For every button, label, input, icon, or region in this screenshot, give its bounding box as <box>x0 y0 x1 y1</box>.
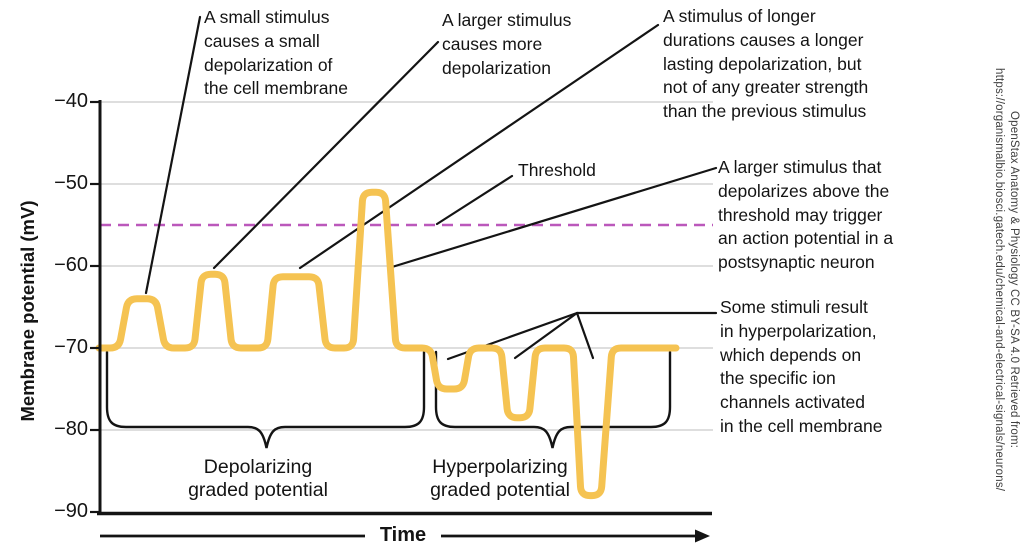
annotation-larger-stimulus: A larger stimulus causes more depolariza… <box>442 10 572 78</box>
time-axis-arrow <box>100 529 710 543</box>
annotation-above-threshold: A larger stimulus that depolarizes above… <box>718 157 894 273</box>
annotation-small-stimulus: A small stimulus causes a small depolari… <box>204 7 348 99</box>
y-tick-label: −80 <box>54 418 88 440</box>
hyperpolarizing-bracket-label: Hyperpolarizing graded potential <box>430 456 570 501</box>
gridlines <box>99 101 713 431</box>
y-tick-label: −40 <box>54 90 88 112</box>
pointer-hyperpolarization-fan <box>446 311 718 361</box>
y-tick-label: −50 <box>54 172 88 194</box>
attribution: OpenStax Anatomy & Physiology CC BY-SA 4… <box>991 0 1021 559</box>
x-axis-title: Time <box>379 524 427 546</box>
attribution-url: https://organismalbio.biosci.gatech.edu/… <box>993 67 1005 492</box>
depolarizing-bracket-brace <box>105 350 426 449</box>
y-axis-title: Membrane potential (mV) <box>17 200 38 422</box>
pointer-small-stimulus <box>144 15 202 295</box>
membrane-potential-trace <box>95 188 680 500</box>
pointer-above-threshold <box>390 166 718 269</box>
annotation-longer-stimulus: A stimulus of longer durations causes a … <box>663 6 869 122</box>
arrowhead-icon <box>695 529 710 543</box>
pointer-larger-stimulus <box>212 40 440 270</box>
pointer-threshold <box>435 174 514 226</box>
threshold-label: Threshold <box>518 160 596 180</box>
y-tick-label: −60 <box>54 254 88 276</box>
depolarizing-bracket-label: Depolarizing graded potential <box>188 456 328 501</box>
y-tick-label: −90 <box>54 500 88 522</box>
annotation-hyperpolarization: Some stimuli result in hyperpolarization… <box>720 297 883 436</box>
hyperpolarizing-bracket-brace <box>434 350 672 449</box>
attribution-source: OpenStax Anatomy & Physiology CC BY-SA 4… <box>1008 110 1020 449</box>
y-tick-label: −70 <box>54 336 88 358</box>
